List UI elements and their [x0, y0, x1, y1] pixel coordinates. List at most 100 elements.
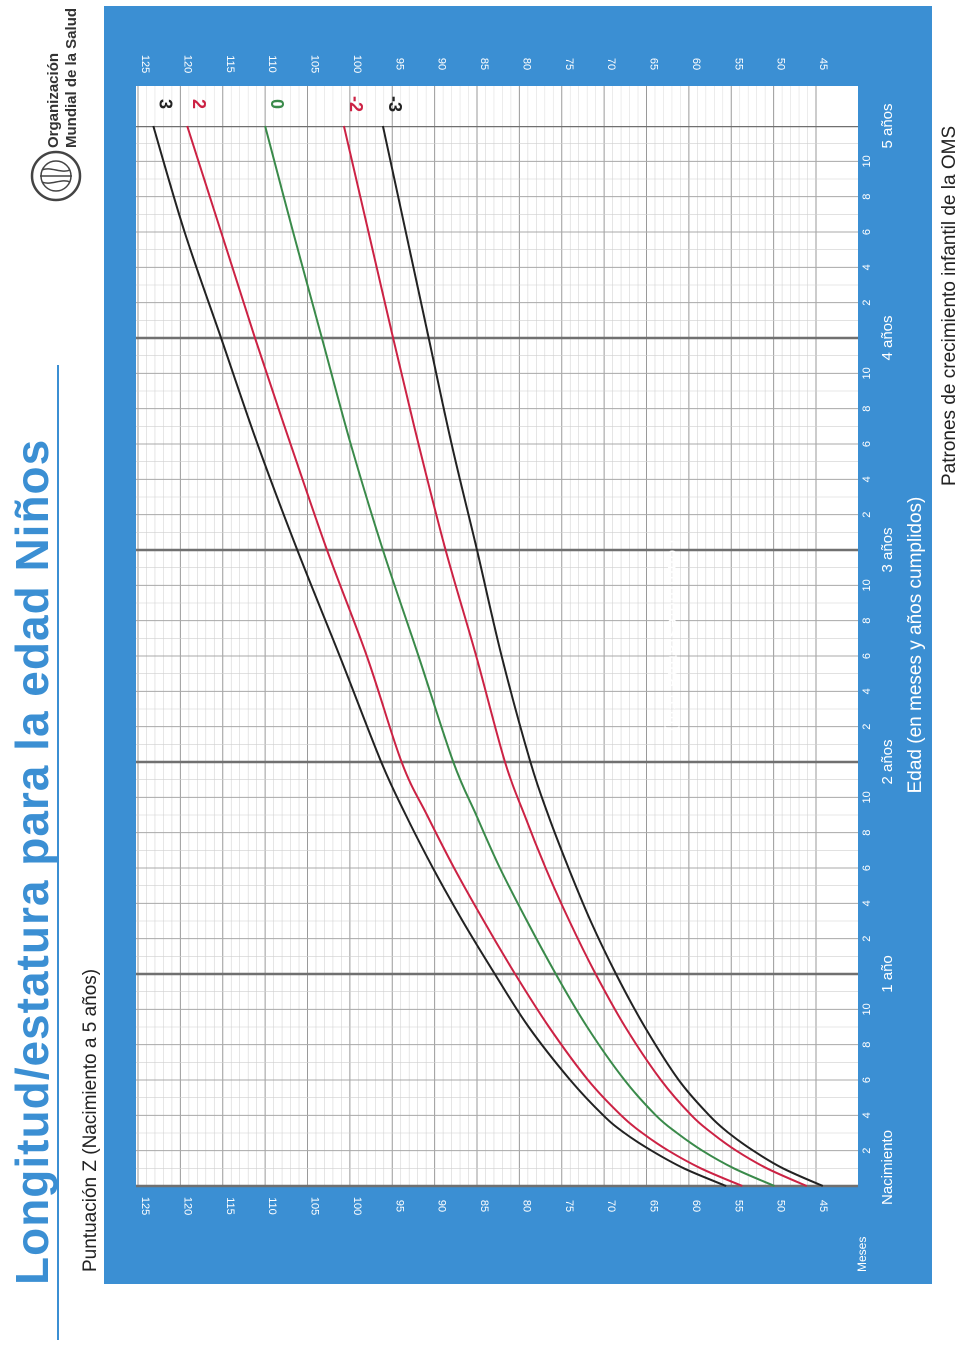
year-label: 2 años [879, 739, 896, 784]
length-tick-text: 95 [393, 58, 405, 70]
month-tick-text: 4 [861, 1112, 873, 1118]
length-tick-label: 90 [436, 58, 448, 70]
length-tick-text: 80 [520, 1200, 532, 1212]
length-tick-label: 70 [605, 58, 617, 70]
month-tick-text: 2 [861, 1148, 873, 1154]
length-tick-label: 120 [181, 1197, 193, 1215]
length-tick-text: 45 [817, 1200, 829, 1212]
org-name-line2: Mundial de la Salud [63, 8, 80, 148]
length-tick-text: 95 [393, 1200, 405, 1212]
month-tick-text: 8 [861, 406, 873, 412]
length-tick-text: 70 [605, 1200, 617, 1212]
length-tick-text: 85 [478, 1200, 490, 1212]
length-tick-label: 105 [309, 55, 321, 73]
length-tick-label: 115 [224, 1197, 236, 1215]
month-tick-label: 4 [861, 1112, 873, 1118]
length-tick-text: 125 [139, 55, 151, 73]
month-tick-label: 8 [861, 1042, 873, 1048]
length-tick-label: 95 [393, 58, 405, 70]
length-tick-text: 110 [266, 1197, 278, 1215]
length-tick-text: 50 [775, 58, 787, 70]
month-tick-label: 6 [861, 1077, 873, 1083]
length-tick-label: 110 [266, 55, 278, 73]
month-tick-label: 4 [861, 688, 873, 694]
length-tick-text: 70 [605, 58, 617, 70]
month-tick-text: 10 [861, 579, 873, 591]
month-tick-label: 2 [861, 936, 873, 942]
month-tick-label: 6 [861, 865, 873, 871]
length-tick-label: 100 [351, 1197, 363, 1215]
length-tick-label: 85 [478, 58, 490, 70]
length-tick-text: 75 [563, 58, 575, 70]
month-tick-label: 2 [861, 724, 873, 730]
curve-label-z--2: -2 [346, 96, 366, 112]
length-tick-label: 105 [309, 1197, 321, 1215]
year-label: 1 año [879, 955, 896, 993]
month-tick-label: 4 [861, 476, 873, 482]
month-tick-text: 4 [861, 900, 873, 906]
month-tick-text: 6 [861, 229, 873, 235]
month-tick-text: 2 [861, 300, 873, 306]
length-tick-text: 85 [478, 58, 490, 70]
curve-label-text: 3 [155, 99, 175, 109]
length-tick-label: 75 [563, 1200, 575, 1212]
month-tick-text: 10 [861, 791, 873, 803]
length-tick-text: 55 [732, 58, 744, 70]
length-tick-text: 125 [139, 1197, 151, 1215]
curve-label-z--3: -3 [385, 96, 405, 112]
year-label-text: 3 años [879, 527, 896, 572]
length-tick-label: 95 [393, 1200, 405, 1212]
length-tick-text: 110 [266, 55, 278, 73]
length-tick-text: 65 [648, 58, 660, 70]
length-tick-label: 65 [648, 58, 660, 70]
month-tick-text: 10 [861, 155, 873, 167]
length-tick-label: 55 [732, 58, 744, 70]
month-tick-label: 2 [861, 1148, 873, 1154]
chart-subtitle: Puntuación Z (Nacimiento a 5 años) [80, 969, 101, 1272]
length-tick-label: 115 [224, 55, 236, 73]
curve-label-text: 0 [267, 99, 287, 109]
x-axis-label: Edad (en meses y años cumplidos) [905, 497, 926, 794]
length-tick-text: 55 [732, 1200, 744, 1212]
year-label: 4 años [879, 315, 896, 360]
chart-title: Longitud/estatura para la edad Niños [6, 439, 58, 1285]
axis-labels: 4545505055556060656570707575808085859090… [139, 55, 896, 1215]
month-tick-text: 2 [861, 936, 873, 942]
curve-label-z-3: 3 [155, 99, 175, 109]
month-tick-text: 2 [861, 512, 873, 518]
month-tick-text: 10 [861, 1003, 873, 1015]
length-tick-text: 115 [224, 55, 236, 73]
month-tick-text: 8 [861, 830, 873, 836]
length-tick-text: 120 [181, 1197, 193, 1215]
length-tick-text: 100 [351, 1197, 363, 1215]
month-tick-label: 8 [861, 830, 873, 836]
grid [136, 86, 858, 1188]
month-tick-label: 10 [861, 1003, 873, 1015]
curve-label-text: -2 [346, 96, 366, 112]
month-tick-text: 6 [861, 441, 873, 447]
length-tick-label: 100 [351, 55, 363, 73]
length-tick-label: 125 [139, 1197, 151, 1215]
year-label-text: 4 años [879, 315, 896, 360]
month-tick-label: 10 [861, 579, 873, 591]
length-tick-label: 80 [520, 1200, 532, 1212]
length-tick-label: 120 [181, 55, 193, 73]
curve-z--2 [342, 125, 808, 1187]
month-tick-text: 10 [861, 367, 873, 379]
curve-z-0 [264, 125, 775, 1187]
month-tick-text: 8 [861, 1042, 873, 1048]
month-tick-text: 2 [861, 724, 873, 730]
length-tick-text: 60 [690, 1200, 702, 1212]
length-tick-label: 65 [648, 1200, 660, 1212]
length-tick-label: 90 [436, 1200, 448, 1212]
length-tick-label: 85 [478, 1200, 490, 1212]
month-tick-text: 4 [861, 264, 873, 270]
month-tick-text: 6 [861, 1077, 873, 1083]
length-tick-text: 90 [436, 1200, 448, 1212]
length-tick-label: 45 [817, 1200, 829, 1212]
month-tick-label: 6 [861, 229, 873, 235]
month-tick-text: 4 [861, 476, 873, 482]
month-tick-text: 6 [861, 653, 873, 659]
month-tick-text: 8 [861, 618, 873, 624]
